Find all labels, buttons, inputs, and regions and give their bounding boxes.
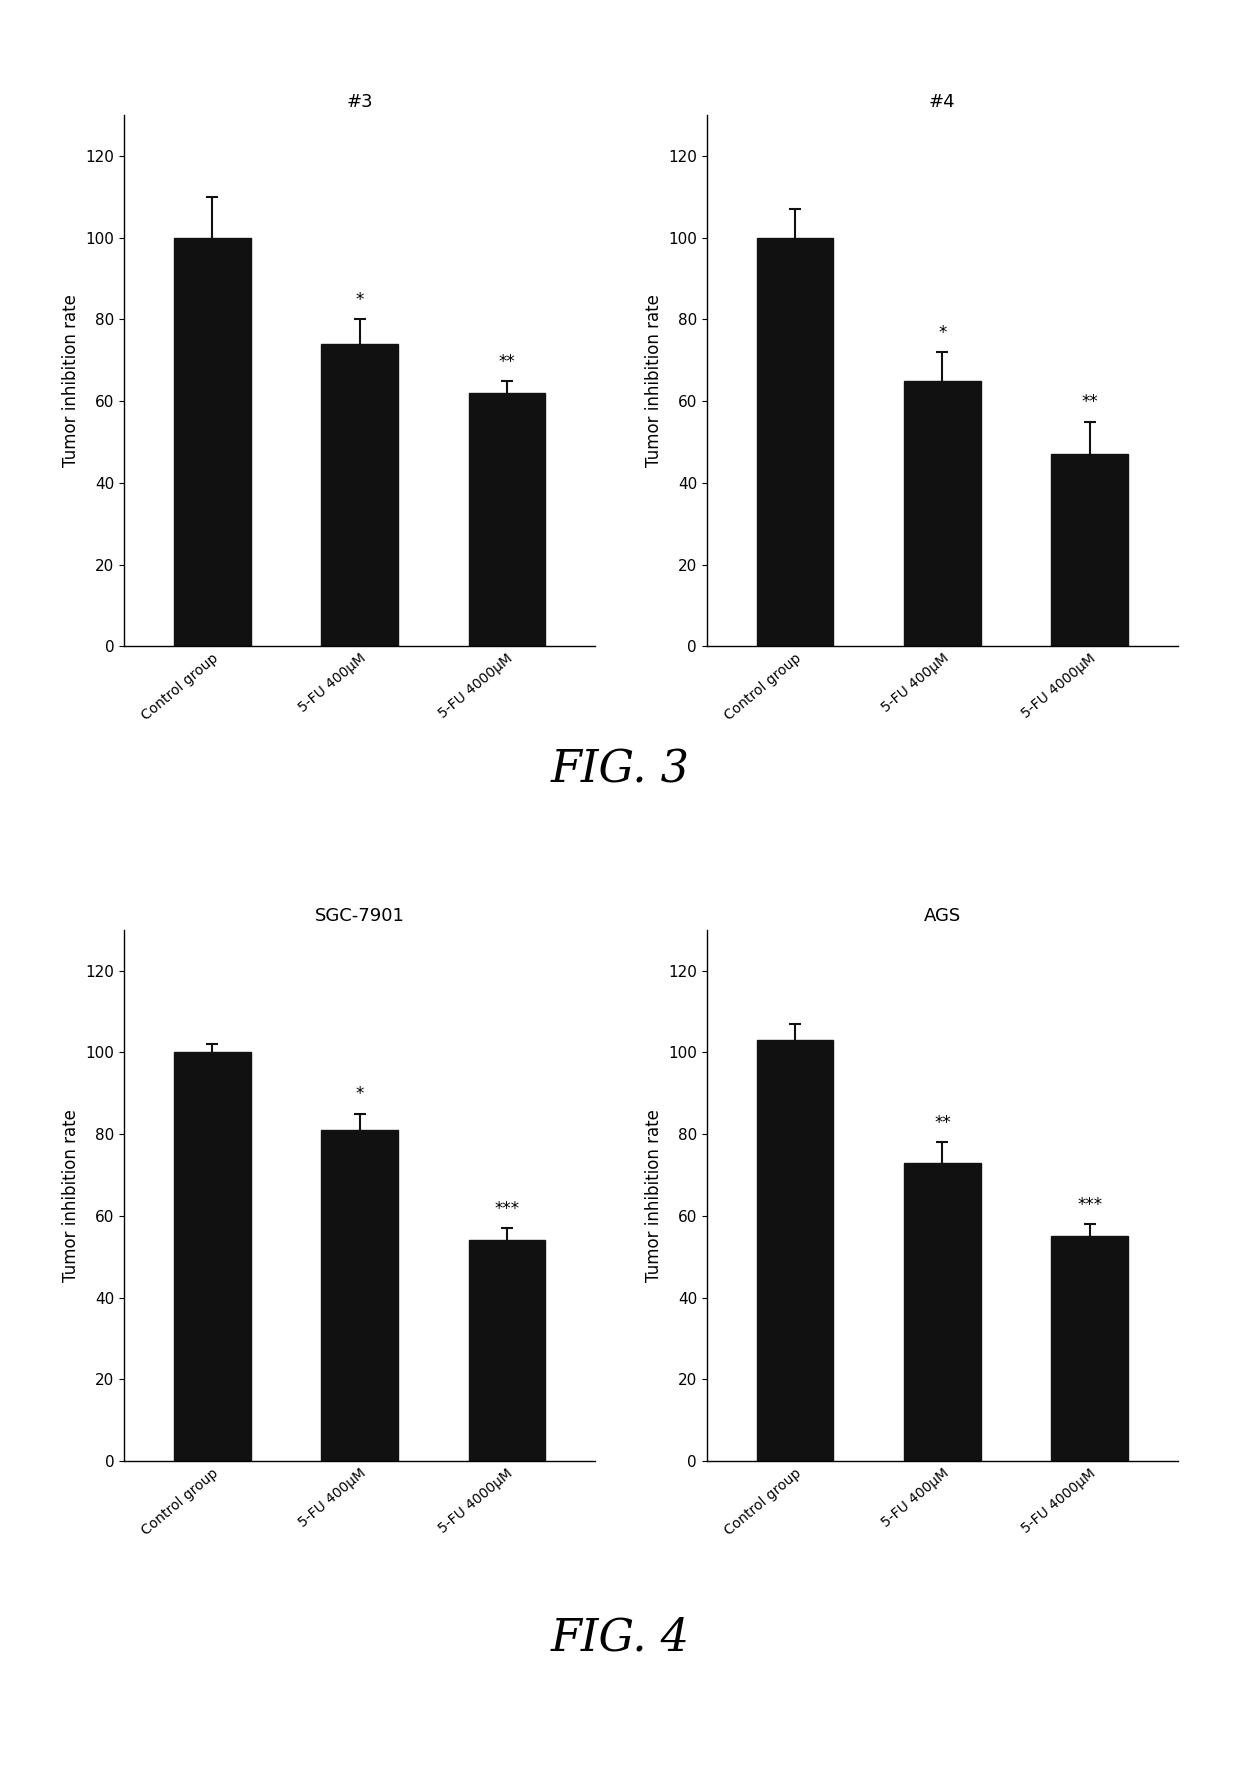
Bar <box>904 1164 981 1461</box>
Bar <box>469 393 546 646</box>
Y-axis label: Tumor inhibition rate: Tumor inhibition rate <box>62 1109 79 1282</box>
Bar <box>174 1052 250 1461</box>
Bar <box>321 1130 398 1461</box>
Title: AGS: AGS <box>924 907 961 926</box>
Bar <box>469 1240 546 1461</box>
Bar <box>321 344 398 646</box>
Y-axis label: Tumor inhibition rate: Tumor inhibition rate <box>645 294 662 468</box>
Title: #3: #3 <box>346 92 373 112</box>
Text: **: ** <box>498 352 516 370</box>
Title: #4: #4 <box>929 92 956 112</box>
Title: SGC-7901: SGC-7901 <box>315 907 404 926</box>
Bar <box>174 237 250 646</box>
Text: *: * <box>939 324 946 342</box>
Text: **: ** <box>1081 393 1099 411</box>
Text: *: * <box>356 1086 363 1103</box>
Bar <box>1052 1236 1128 1461</box>
Bar <box>1052 455 1128 646</box>
Bar <box>756 1040 833 1461</box>
Text: **: ** <box>934 1114 951 1132</box>
Bar <box>756 237 833 646</box>
Text: *: * <box>356 290 363 310</box>
Text: ***: *** <box>495 1201 520 1218</box>
Y-axis label: Tumor inhibition rate: Tumor inhibition rate <box>645 1109 662 1282</box>
Text: FIG. 4: FIG. 4 <box>551 1617 689 1659</box>
Text: FIG. 3: FIG. 3 <box>551 749 689 792</box>
Y-axis label: Tumor inhibition rate: Tumor inhibition rate <box>62 294 79 468</box>
Text: ***: *** <box>1078 1195 1102 1213</box>
Bar <box>904 381 981 646</box>
